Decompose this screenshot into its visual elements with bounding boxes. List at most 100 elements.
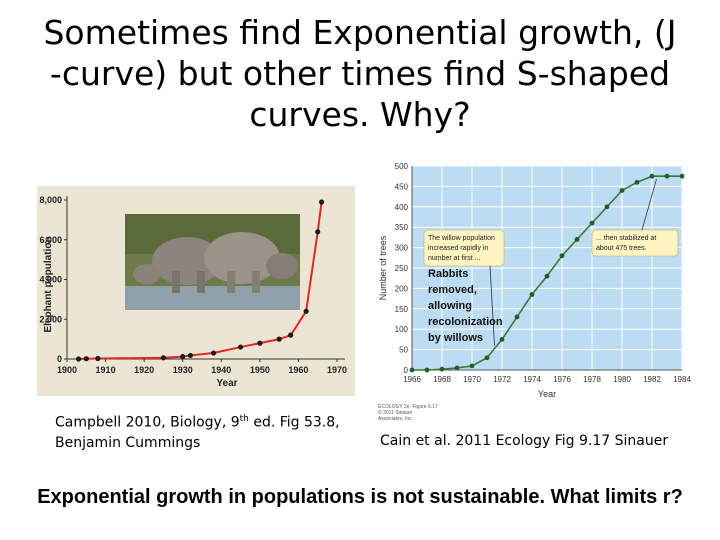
callout-left-text: The willow population <box>428 235 495 242</box>
x-tick-label: 1978 <box>583 375 601 384</box>
caption-left-sup: th <box>239 414 249 424</box>
y-axis-label: Number of trees <box>378 235 388 300</box>
figure-credit-line-2: © 2011 Sinauer Associates, Inc. <box>378 410 414 422</box>
title-line-3: curves. Why? <box>249 95 471 134</box>
elephant-data-point <box>160 355 167 361</box>
x-tick-label: 1930 <box>173 365 193 375</box>
elephant-data-point <box>303 308 309 314</box>
elephant-data-point <box>83 356 89 362</box>
x-axis-label: Year <box>538 389 556 399</box>
x-tick-label: 1984 <box>673 375 691 384</box>
x-tick-label: 1970 <box>463 375 481 384</box>
callout-left-text: number at first ... <box>428 255 481 262</box>
y-tick-label: 450 <box>395 182 409 191</box>
willow-data-point <box>619 188 625 193</box>
willow-data-point <box>679 173 685 179</box>
y-tick-label: 8,000 <box>39 195 62 205</box>
elephant-data-point <box>210 350 217 356</box>
x-tick-label: 1982 <box>643 375 661 384</box>
x-tick-label: 1972 <box>493 375 511 384</box>
y-tick-label: 6,000 <box>39 235 62 245</box>
y-tick-label: 400 <box>395 203 409 212</box>
rabbit-note-text: recolonization <box>428 316 503 328</box>
caption-left: Campbell 2010, Biology, 9th ed. Fig 53.8… <box>55 409 340 453</box>
willow-data-point <box>484 355 490 361</box>
x-tick-label: 1980 <box>613 375 631 384</box>
willow-data-point <box>469 363 475 369</box>
willow-chart: 0 50 100 150 200 250 300 350 400 450 500 1966 1968 19… <box>378 162 691 399</box>
elephant-figure: 0 2,000 4,000 6,000 8,000 1900 1910 1920 1930 194… <box>37 186 355 396</box>
willow-data-point <box>529 292 535 297</box>
willow-data-point <box>634 179 640 185</box>
x-tick-label: 1950 <box>250 365 270 375</box>
rabbit-note-text: removed, <box>428 284 477 296</box>
x-tick-label: 1968 <box>433 375 451 384</box>
callout-left-text: increased rapidly in <box>428 245 488 252</box>
y-tick-label: 150 <box>395 305 409 314</box>
x-tick-label: 1966 <box>403 375 421 384</box>
y-tick-label: 350 <box>395 223 409 232</box>
callout-right-text: ... then stabilized at <box>596 235 656 242</box>
willow-data-point <box>424 367 430 373</box>
slide-title: Sometimes find Exponential growth, (J -c… <box>20 12 700 135</box>
figure-credit: ECOLOGY 2e, Figure 9.17 © 2011 Sinauer A… <box>378 404 438 422</box>
rabbit-note-text: by willows <box>428 332 483 344</box>
caption-left-line-2: Benjamin Cummings <box>55 434 201 451</box>
x-axis-label: Year <box>216 378 237 389</box>
callout-right-pointer <box>641 178 657 231</box>
elephant-data-point <box>318 199 325 205</box>
willow-data-point <box>664 173 670 179</box>
elephant-data-point <box>237 344 244 350</box>
y-tick-label: 200 <box>395 284 409 293</box>
callout-left-pointer <box>489 265 495 346</box>
y-tick-label: 0 <box>57 354 62 364</box>
y-tick-label: 2,000 <box>39 314 62 324</box>
x-tick-label: 1920 <box>134 365 154 375</box>
x-tick-label: 1940 <box>211 365 231 375</box>
elephant-series-line <box>78 201 323 360</box>
x-tick-label: 1976 <box>553 375 571 384</box>
elephant-data-point <box>187 352 194 359</box>
x-tick-label: 1900 <box>57 365 77 375</box>
x-tick-label: 1960 <box>288 365 308 375</box>
caption-left-text: Campbell 2010, Biology, 9 <box>55 414 240 431</box>
rabbit-note-text: allowing <box>428 300 472 312</box>
willow-data-point <box>409 367 415 373</box>
elephant-data-point <box>257 340 263 346</box>
y-tick-label: 300 <box>395 244 409 253</box>
caption-left-text-2: ed. Fig 53.8, <box>248 414 340 431</box>
y-tick-label: 500 <box>395 162 409 171</box>
y-tick-label: 100 <box>395 325 409 334</box>
willow-data-point <box>589 220 595 226</box>
elephant-data-point <box>288 332 294 338</box>
willow-data-point <box>649 173 655 179</box>
willow-data-point <box>514 314 520 320</box>
elephant-data-point <box>95 355 101 362</box>
callout-right-text: about 475 trees. <box>596 245 647 252</box>
rabbit-note-text: Rabbits <box>428 268 468 280</box>
callout-left-box <box>423 229 505 267</box>
willow-data-point <box>574 237 580 242</box>
willow-data-point <box>454 365 460 371</box>
elephant-data-point <box>276 336 282 342</box>
elephant-data-point <box>315 229 321 235</box>
title-line-1: Sometimes find Exponential growth, (J <box>43 13 677 52</box>
willow-data-point <box>499 337 505 342</box>
willow-figure: 0 50 100 150 200 250 300 350 400 450 500 1966 1968 19… <box>376 160 694 410</box>
willow-data-point <box>559 253 565 259</box>
x-tick-label: 1974 <box>523 375 541 384</box>
elephant-chart: 0 2,000 4,000 6,000 8,000 1900 1910 1920 1930 194… <box>39 195 347 389</box>
willow-data-point <box>604 204 610 210</box>
figure-credit-line-1: ECOLOGY 2e, Figure 9.17 <box>378 404 438 410</box>
elephant-data-point <box>75 356 82 362</box>
caption-left-line-1: Campbell 2010, Biology, 9th ed. Fig 53.8… <box>55 409 340 433</box>
callout-right-box <box>591 229 679 257</box>
willow-data-point <box>544 273 550 279</box>
y-tick-label: 250 <box>395 264 409 273</box>
footer-statement: Exponential growth in populations is not… <box>37 486 683 508</box>
elephant-data-point <box>180 354 186 360</box>
y-tick-label: 50 <box>399 346 408 355</box>
y-tick-label: 0 <box>404 366 409 375</box>
elephant-photo <box>125 214 300 310</box>
x-tick-label: 1970 <box>327 365 347 375</box>
